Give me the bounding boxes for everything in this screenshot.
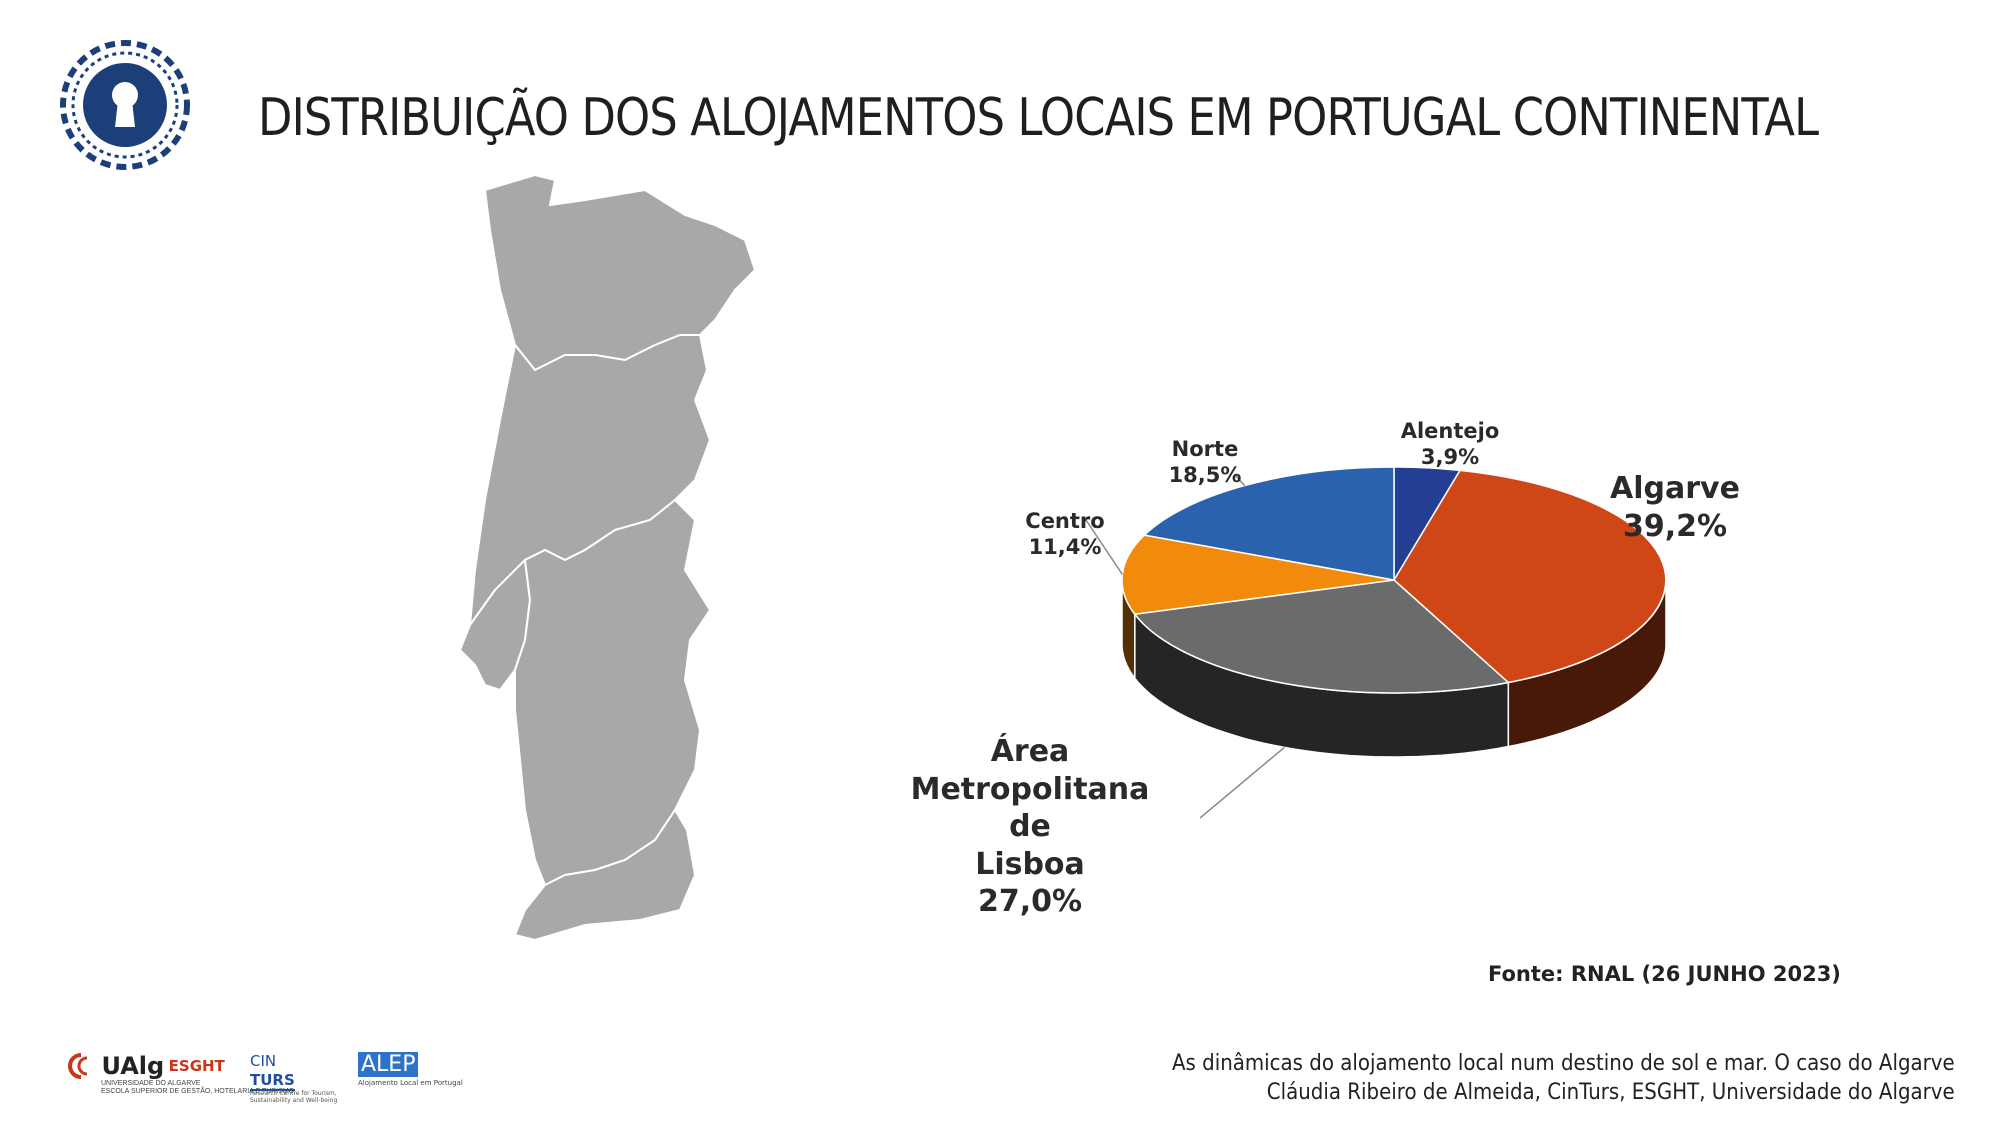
map-region-algarve	[513, 808, 697, 942]
map-region-alentejo	[514, 498, 712, 887]
alep-logo: ALEP Alojamento Local em Portugal	[358, 1052, 463, 1088]
slice-name-alentejo: Alentejo	[1400, 419, 1500, 443]
pie-slice-centro	[1121, 534, 1395, 616]
slice-value-alentejo: 3,9%	[1420, 445, 1480, 470]
cinturs-caption: Research Centre for Tourism, Sustainabil…	[250, 1090, 338, 1104]
keyhole-logo-icon	[60, 40, 190, 170]
slice-label-lisboa: Área Metropolitana de Lisboa 27,0%	[900, 733, 1160, 921]
cinturs-bottom: TURS	[250, 1071, 295, 1091]
cinturs-logo: CIN TURS Research Centre for Tourism, Su…	[250, 1052, 340, 1104]
leader-line-area-metropolitana-de-lisboa	[1199, 746, 1285, 819]
cinturs-top: CIN	[250, 1052, 277, 1070]
ualg-esght: ESGHT	[168, 1057, 225, 1075]
footer-line-1: As dinâmicas do alojamento local num des…	[1172, 1051, 1955, 1076]
leader-line-centro	[1085, 519, 1123, 575]
pie-slices	[1121, 466, 1667, 694]
alep-caption: Alojamento Local em Portugal	[358, 1079, 463, 1087]
slice-name-lisboa-3: Lisboa	[975, 846, 1085, 882]
footer-line-2: Cláudia Ribeiro de Almeida, CinTurs, ESG…	[1267, 1079, 1955, 1105]
alep-name: ALEP	[358, 1052, 419, 1077]
slice-name-algarve: Algarve	[1610, 471, 1740, 506]
slice-label-alentejo: Alentejo 3,9%	[1385, 418, 1515, 471]
ualg-logo: UAlg ESGHT UNIVERSIDADE DO ALGARVE ESCOL…	[65, 1052, 294, 1095]
slice-label-algarve: Algarve 39,2%	[1590, 470, 1760, 545]
ualg-line-1: UNIVERSIDADE DO ALGARVE	[101, 1080, 201, 1087]
slice-name-centro: Centro	[1025, 509, 1105, 533]
slice-value-centro: 11,4%	[1028, 535, 1102, 560]
slice-value-algarve: 39,2%	[1622, 508, 1728, 544]
pie-chart	[1085, 466, 1667, 819]
ualg-mark-icon	[68, 1053, 88, 1079]
slice-label-norte: Norte 18,5%	[1150, 436, 1260, 489]
slice-name-lisboa-2: Metropolitana de	[910, 771, 1150, 845]
map-region-norte	[483, 173, 757, 372]
slice-value-norte: 18,5%	[1168, 463, 1242, 488]
pie-slice-area-metropolitana-de-lisboa	[1133, 579, 1510, 694]
slice-name-norte: Norte	[1171, 437, 1239, 461]
slice-name-lisboa-1: Área	[990, 734, 1070, 769]
pie-leader-lines	[1085, 474, 1285, 819]
pie-slice-algarve	[1393, 469, 1667, 684]
source-note: Fonte: RNAL (26 JUNHO 2023)	[1488, 962, 1841, 986]
ualg-name: UAlg	[101, 1052, 165, 1080]
slice-label-centro: Centro 11,4%	[1010, 508, 1120, 561]
portugal-map	[458, 173, 757, 942]
leader-line-norte	[1234, 474, 1246, 487]
footer-citation: As dinâmicas do alojamento local num des…	[1172, 1050, 1955, 1107]
slice-value-lisboa: 27,0%	[977, 884, 1083, 919]
page-title: DISTRIBUIÇÃO DOS ALOJAMENTOS LOCAIS EM P…	[258, 88, 1819, 148]
ualg-line-2: ESCOLA SUPERIOR DE GESTÃO, HOTELARIA E T…	[101, 1087, 295, 1095]
